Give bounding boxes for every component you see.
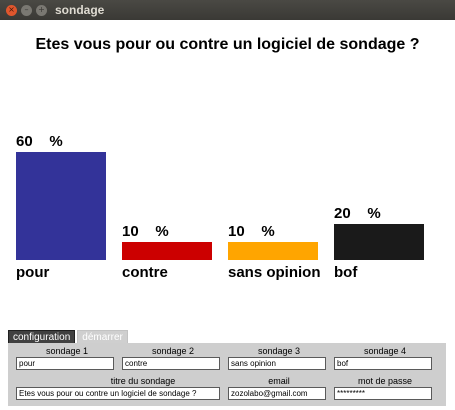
- value-label: 10 %: [228, 223, 275, 240]
- minimize-icon[interactable]: –: [21, 4, 32, 16]
- sondage3-input[interactable]: sans opinion: [228, 357, 326, 370]
- titre-label: titre du sondage: [110, 376, 176, 386]
- bar-bof: [334, 224, 424, 260]
- sondage3-label: sondage 3: [257, 346, 301, 356]
- sondage1-input[interactable]: pour: [16, 357, 114, 370]
- sondage2-label: sondage 2: [151, 346, 195, 356]
- value-label: 10 %: [122, 223, 169, 240]
- password-label: mot de passe: [357, 376, 413, 386]
- category-label: sans opinion: [228, 264, 321, 281]
- tab-demarrer[interactable]: démarrer: [77, 330, 128, 344]
- value-label: 20 %: [334, 205, 381, 222]
- category-label: bof: [334, 264, 358, 281]
- email-label: email: [268, 376, 290, 386]
- window-titlebar: × – + sondage: [0, 0, 455, 20]
- maximize-icon[interactable]: +: [36, 4, 47, 16]
- category-label: pour: [16, 264, 50, 281]
- email-input[interactable]: zozolabo@gmail.com: [228, 387, 326, 400]
- configuration-panel: sondage 1 sondage 2 sondage 3 sondage 4 …: [8, 343, 446, 406]
- bar-contre: [122, 242, 212, 260]
- category-label: contre: [122, 264, 168, 281]
- sondage2-input[interactable]: contre: [122, 357, 220, 370]
- sondage4-label: sondage 4: [363, 346, 407, 356]
- sondage4-input[interactable]: bof: [334, 357, 432, 370]
- password-input[interactable]: *********: [334, 387, 432, 400]
- titre-input[interactable]: Etes vous pour ou contre un logiciel de …: [16, 387, 220, 400]
- sondage1-label: sondage 1: [45, 346, 89, 356]
- bar-sans-opinion: [228, 242, 318, 260]
- close-icon[interactable]: ×: [6, 4, 17, 16]
- tab-bar: configuration démarrer: [8, 330, 128, 344]
- chart-title: Etes vous pour ou contre un logiciel de …: [35, 36, 420, 53]
- tab-configuration[interactable]: configuration: [8, 330, 76, 344]
- bar-pour: [16, 152, 106, 260]
- window-title: sondage: [55, 3, 105, 17]
- bar-chart: 60 % pour 10 % contre 10 % sans opinion 20 % bo…: [16, 133, 424, 281]
- value-label: 60 %: [16, 133, 63, 150]
